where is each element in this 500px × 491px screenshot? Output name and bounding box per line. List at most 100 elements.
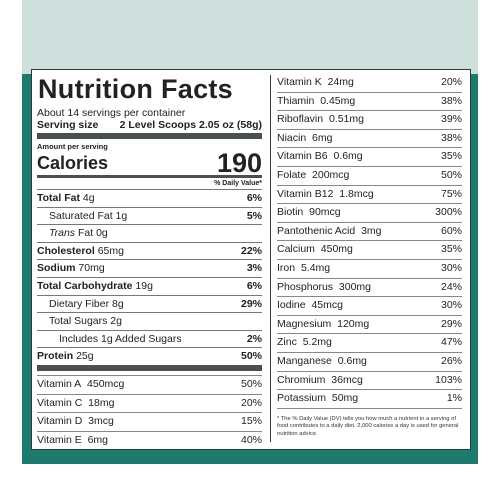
vitamin-amount: 120mg (337, 317, 370, 330)
vitamin-dv: 30% (440, 261, 462, 274)
vitamin-amount: 300mg (338, 280, 371, 293)
vitamin-row: Riboflavin 0.51mg 39% (277, 111, 462, 130)
vitamin-amount: 90mcg (309, 206, 341, 219)
vitamin-dv: 24% (440, 280, 462, 293)
vitamin-label: Zinc (277, 336, 297, 349)
nutrient-label: Protein (37, 350, 74, 363)
nutrient-dv: 6% (246, 192, 262, 204)
vitamin-row: Phosphorus 300mg 24% (277, 279, 462, 298)
vitamin-amount: 450mg (320, 243, 353, 256)
serving-size-value: 2 Level Scoops 2.05 oz (58g) (119, 119, 262, 131)
vitamin-row: Calcium 450mg 35% (277, 241, 462, 260)
vitamin-amount: 50mg (331, 392, 359, 405)
nutrient-label: Trans (49, 227, 76, 240)
vitamin-dv: 38% (440, 94, 462, 107)
nutrient-dv: 29% (240, 297, 262, 310)
label-title: Nutrition Facts (38, 74, 234, 104)
nutrient-row-added-sugars: Includes 1g Added Sugars 2% (37, 329, 262, 348)
thick-rule-bottom (37, 364, 262, 371)
vitamin-row: Vitamin E 6mg 40% (37, 430, 262, 450)
nutrient-row-total-sugars: Total Sugars 2g (37, 312, 262, 330)
vitamin-dv: 15% (240, 415, 262, 428)
nutrient-dv: 3% (246, 262, 262, 275)
nutrient-amount: 19g (135, 279, 153, 292)
calories-row: Calories 190 (37, 148, 262, 178)
vitamin-label: Calcium (277, 243, 315, 256)
vitamin-row: Vitamin D 3mcg 15% (37, 412, 262, 431)
nutrient-row-saturated-fat: Saturated Fat 1g 5% (37, 206, 262, 225)
vitamin-dv: 75% (440, 187, 462, 200)
nutrient-row-total-fat: Total Fat 4g 6% (37, 189, 262, 207)
vitamin-amount: 18mg (88, 396, 115, 409)
vitamin-amount: 45mcg (311, 299, 343, 312)
nutrient-label: Saturated Fat (49, 209, 113, 222)
vitamin-dv: 47% (440, 336, 462, 349)
vitamin-amount: 6mg (87, 433, 109, 446)
vitamin-label: Vitamin C (37, 396, 83, 409)
vitamin-label: Riboflavin (277, 113, 324, 126)
vitamin-dv: 38% (440, 131, 462, 144)
thick-rule (37, 133, 262, 139)
vitamin-row: Folate 200mcg 50% (277, 167, 462, 186)
vitamin-amount: 450mcg (87, 377, 125, 390)
daily-value-footnote: * The % Daily Value (DV) tells you how m… (277, 415, 459, 437)
calories-value: 190 (216, 148, 262, 178)
nutrient-amount: 1g (115, 209, 128, 222)
nutrient-dv: 2% (246, 332, 262, 345)
vitamin-label: Vitamin K (277, 76, 322, 88)
medium-rule (37, 175, 262, 178)
vitamin-amount: 3mg (361, 224, 382, 237)
amount-per-serving: Amount per serving (37, 142, 108, 151)
background-bottom (22, 452, 478, 464)
vitamin-dv: 50% (240, 377, 262, 390)
vitamin-row: Vitamin B6 0.6mg 35% (277, 148, 462, 167)
vitamin-row: Biotin 90mcg 300% (277, 204, 462, 223)
vitamin-amount: 0.6mg (333, 150, 363, 163)
nutrient-amount: 4g (82, 192, 95, 204)
vitamin-dv: 103% (435, 373, 462, 386)
vitamin-dv: 60% (440, 224, 462, 237)
vitamin-label: Biotin (277, 206, 304, 219)
nutrient-label: Includes 1g Added Sugars (59, 332, 182, 345)
nutrient-amount: 25g (76, 350, 94, 363)
daily-value-header: % Daily Value* (214, 180, 262, 187)
nutrition-right-column: Vitamin K 24mg 20% Thiamin 0.45mg 38% Ribofl… (277, 74, 462, 442)
vitamin-label: Magnesium (277, 317, 332, 330)
calories-label: Calories (37, 153, 109, 173)
nutrient-amount: 0g (96, 227, 108, 240)
vitamin-label: Potassium (277, 392, 327, 405)
vitamin-dv: 20% (240, 396, 262, 409)
nutrient-label: Dietary Fiber (49, 297, 110, 310)
vitamin-amount: 5.4mg (300, 261, 331, 274)
vitamin-label: Vitamin D (37, 415, 83, 428)
vitamin-row: Vitamin B12 1.8mcg 75% (277, 186, 462, 205)
vitamin-amount: 0.51mg (328, 113, 364, 126)
nutrient-label: Sodium (37, 262, 76, 275)
nutrition-left-column: Nutrition Facts About 14 servings per co… (37, 74, 262, 446)
vitamin-dv: 50% (440, 168, 462, 181)
vitamin-row: Niacin 6mg 38% (277, 130, 462, 149)
nutrient-label-suffix: Fat (75, 227, 94, 240)
nutrient-amount: 8g (112, 297, 124, 310)
vitamin-label: Vitamin B6 (277, 150, 328, 163)
vitamin-dv: 1% (446, 392, 462, 405)
serving-size-row: Serving size 2 Level Scoops 2.05 oz (58g… (37, 119, 262, 131)
vitamin-row: Iodine 45mcg 30% (277, 297, 462, 316)
vitamin-amount: 3mcg (88, 415, 114, 428)
vitamin-amount: 36mcg (331, 373, 363, 386)
vitamin-row: Thiamin 0.45mg 38% (277, 93, 462, 112)
serving-size-label: Serving size (37, 119, 99, 131)
vitamin-label: Manganese (277, 354, 332, 367)
vitamin-amount: 5.2mg (302, 336, 332, 349)
vitamin-dv: 26% (440, 354, 462, 367)
nutrient-row-dietary-fiber: Dietary Fiber 8g 29% (37, 294, 262, 313)
nutrient-row-sodium: Sodium 70mg 3% (37, 259, 262, 277)
vitamin-label: Folate (277, 168, 307, 181)
vitamin-list-left: Vitamin A 450mcg 50% Vitamin C 18mg 20% Vita… (37, 374, 262, 450)
vitamin-amount: 0.6mg (337, 354, 367, 367)
nutrient-row-cholesterol: Cholesterol 65mg 22% (37, 241, 262, 260)
vitamin-row: Magnesium 120mg 29% (277, 316, 462, 335)
nutrient-label: Total Carbohydrate (37, 279, 133, 292)
vitamin-label: Niacin (277, 131, 307, 144)
vitamin-dv: 20% (440, 76, 462, 88)
